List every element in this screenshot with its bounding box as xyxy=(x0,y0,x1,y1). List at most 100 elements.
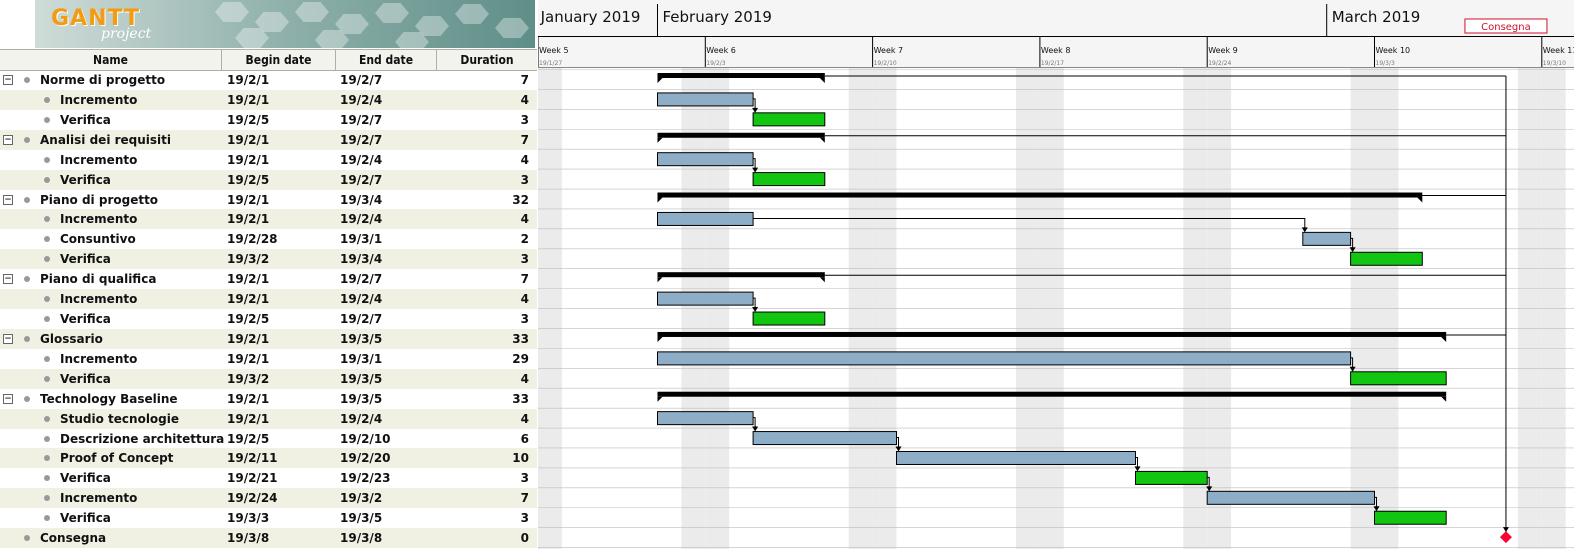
summary-bar[interactable] xyxy=(657,272,825,278)
task-name: Verifica xyxy=(60,172,111,187)
table-row[interactable]: Incremento 19/2/1 19/2/4 4 xyxy=(0,89,537,110)
week-label: Week 9 xyxy=(1208,46,1238,55)
task-bullet-icon xyxy=(24,395,30,402)
task-bar[interactable] xyxy=(657,92,754,107)
task-end-date: 19/2/7 xyxy=(340,73,383,87)
verify-task-bar[interactable] xyxy=(752,172,826,187)
table-row[interactable]: Verifica 19/3/2 19/3/5 4 xyxy=(0,368,537,389)
table-row[interactable]: − Technology Baseline 19/2/1 19/3/5 33 xyxy=(0,389,537,409)
task-bar[interactable] xyxy=(1206,490,1376,505)
dependency-arrowhead xyxy=(752,426,759,432)
task-bar[interactable] xyxy=(657,351,1352,366)
verify-task-bar[interactable] xyxy=(1374,510,1447,525)
logo-brand-text: GANTT xyxy=(51,6,141,31)
table-row[interactable]: Descrizione architettura 19/2/5 19/2/10 6 xyxy=(0,429,537,449)
task-end-date: 19/3/5 xyxy=(340,391,383,406)
task-bullet-icon xyxy=(24,276,30,283)
summary-bar[interactable] xyxy=(657,132,825,138)
collapse-toggle-icon[interactable]: − xyxy=(3,134,13,145)
collapse-toggle-icon[interactable]: − xyxy=(3,194,13,205)
table-row[interactable]: Verifica 19/2/5 19/2/7 3 xyxy=(0,169,537,190)
task-begin-date: 19/2/1 xyxy=(227,331,270,346)
task-name: Descrizione architettura xyxy=(60,431,225,446)
task-begin-date: 19/2/21 xyxy=(227,471,278,486)
summary-bar[interactable] xyxy=(657,391,1447,397)
summary-bar[interactable] xyxy=(657,73,825,78)
task-duration: 4 xyxy=(520,292,529,307)
table-row[interactable]: Proof of Concept 19/2/11 19/2/20 10 xyxy=(0,448,537,469)
week-date-label: 19/3/3 xyxy=(1376,60,1395,67)
summary-bar[interactable] xyxy=(657,192,1423,198)
task-begin-date: 19/3/3 xyxy=(227,511,270,526)
task-end-date: 19/2/7 xyxy=(340,312,383,327)
collapse-toggle-icon[interactable]: − xyxy=(3,333,13,344)
dependency-line xyxy=(753,98,756,109)
task-bullet-icon xyxy=(44,455,50,462)
task-duration: 2 xyxy=(520,232,529,247)
table-row[interactable]: Verifica 19/3/3 19/3/5 3 xyxy=(0,508,537,528)
task-end-date: 19/3/1 xyxy=(340,232,383,247)
table-header: Name Begin date End date Duration xyxy=(0,49,537,71)
table-row[interactable]: Incremento 19/2/1 19/2/4 4 xyxy=(0,150,537,170)
month-label: February 2019 xyxy=(663,8,772,26)
task-bar[interactable] xyxy=(752,431,897,446)
task-end-date: 19/3/8 xyxy=(340,531,383,546)
column-header-end-date[interactable]: End date xyxy=(336,50,437,70)
milestone-marker[interactable] xyxy=(1499,531,1512,544)
task-duration: 6 xyxy=(520,431,529,446)
table-row[interactable]: − Norme di progetto 19/2/1 19/2/7 7 xyxy=(0,70,537,90)
verify-task-bar[interactable] xyxy=(752,112,826,127)
collapse-toggle-icon[interactable]: − xyxy=(3,274,13,285)
task-bar[interactable] xyxy=(657,211,754,226)
task-end-date: 19/3/5 xyxy=(340,371,383,386)
dependency-arrowhead xyxy=(895,446,902,452)
task-begin-date: 19/2/1 xyxy=(227,292,270,307)
table-row[interactable]: Incremento 19/2/1 19/3/1 29 xyxy=(0,349,537,369)
summary-bar[interactable] xyxy=(657,331,1447,337)
dependency-line xyxy=(896,437,899,448)
task-name: Incremento xyxy=(60,212,138,227)
verify-task-bar[interactable] xyxy=(752,311,826,326)
task-bullet-icon xyxy=(44,216,50,223)
task-begin-date: 19/2/1 xyxy=(227,411,270,426)
table-row[interactable]: − Piano di qualifica 19/2/1 19/2/7 7 xyxy=(0,269,537,289)
table-row[interactable]: Verifica 19/2/21 19/2/23 3 xyxy=(0,468,537,488)
collapse-toggle-icon[interactable]: − xyxy=(3,393,13,404)
table-row[interactable]: Verifica 19/3/2 19/3/4 3 xyxy=(0,249,537,270)
table-row[interactable]: Studio tecnologie 19/2/1 19/2/4 4 xyxy=(0,408,537,429)
task-bar[interactable] xyxy=(657,411,754,426)
column-header-begin-date[interactable]: Begin date xyxy=(222,50,336,70)
table-row[interactable]: Verifica 19/2/5 19/2/7 3 xyxy=(0,110,537,130)
task-begin-date: 19/2/1 xyxy=(227,351,270,366)
task-name: Incremento xyxy=(60,292,138,307)
task-begin-date: 19/2/1 xyxy=(227,391,270,406)
task-bar[interactable] xyxy=(657,291,754,306)
task-bullet-icon xyxy=(44,355,50,362)
task-duration: 4 xyxy=(520,371,529,386)
verify-task-bar[interactable] xyxy=(1350,371,1447,386)
table-row[interactable]: Consegna 19/3/8 19/3/8 0 xyxy=(0,528,537,549)
verify-task-bar[interactable] xyxy=(1350,251,1423,266)
task-begin-date: 19/2/1 xyxy=(227,73,270,87)
task-bar[interactable] xyxy=(1302,231,1352,246)
task-begin-date: 19/2/1 xyxy=(227,132,270,147)
collapse-toggle-icon[interactable]: − xyxy=(3,75,13,85)
column-header-name[interactable]: Name xyxy=(0,50,222,70)
table-row[interactable]: Consuntivo 19/2/28 19/3/1 2 xyxy=(0,229,537,249)
task-duration: 3 xyxy=(520,252,529,267)
table-row[interactable]: − Analisi dei requisiti 19/2/1 19/2/7 7 xyxy=(0,129,537,150)
table-row[interactable]: Incremento 19/2/1 19/2/4 4 xyxy=(0,289,537,310)
task-bar[interactable] xyxy=(896,450,1136,465)
task-bullet-icon xyxy=(44,475,50,482)
table-row[interactable]: Incremento 19/2/1 19/2/4 4 xyxy=(0,209,537,230)
table-row[interactable]: Verifica 19/2/5 19/2/7 3 xyxy=(0,309,537,329)
task-begin-date: 19/2/24 xyxy=(227,491,278,506)
task-end-date: 19/2/4 xyxy=(340,212,383,227)
table-row[interactable]: − Piano di progetto 19/2/1 19/3/4 32 xyxy=(0,190,537,210)
column-header-duration[interactable]: Duration xyxy=(460,53,514,67)
table-row[interactable]: Incremento 19/2/24 19/3/2 7 xyxy=(0,488,537,509)
table-row[interactable]: − Glossario 19/2/1 19/3/5 33 xyxy=(0,328,537,349)
task-name: Verifica xyxy=(60,312,111,327)
task-bar[interactable] xyxy=(657,152,754,167)
verify-task-bar[interactable] xyxy=(1135,470,1208,485)
